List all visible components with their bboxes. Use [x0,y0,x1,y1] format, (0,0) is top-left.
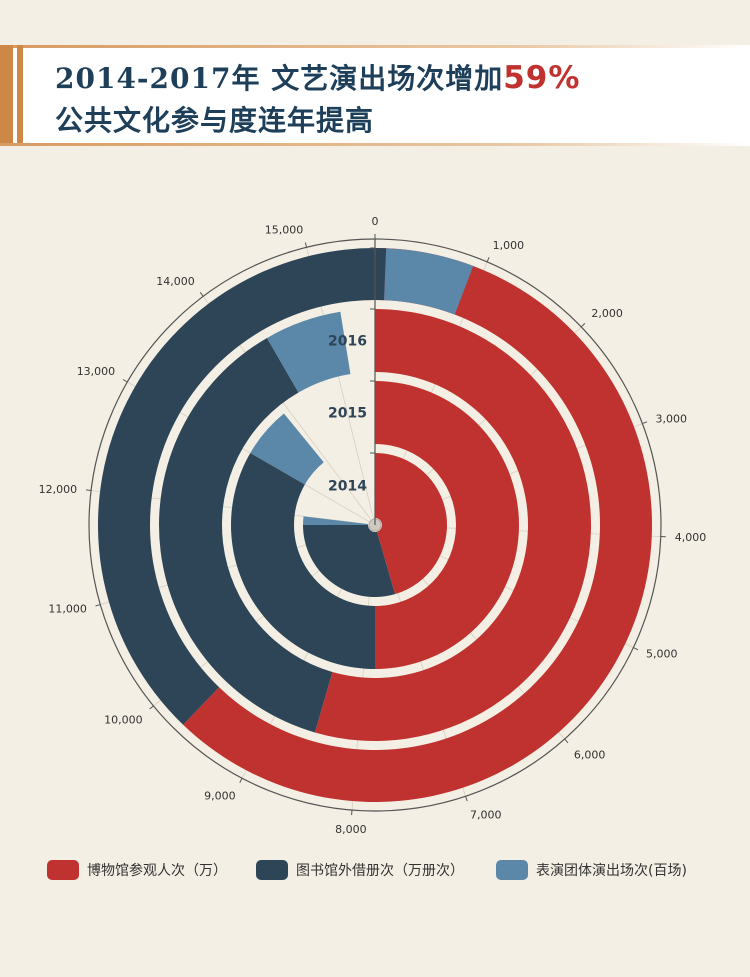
legend-label-performance: 表演团体演出场次(百场) [536,863,687,879]
title-banner: 2014-2017年 文艺演出场次增加59% 公共文化参与度连年提高 [0,45,750,146]
title-highlight: 59% [503,60,581,96]
angle-tick-label-14: 14,000 [156,275,195,288]
banner-bottom-line [0,143,750,146]
bar-2017-series-2 [384,248,474,315]
angle-tick-label-9: 9,000 [204,790,236,803]
banner-stripe [17,45,23,146]
angle-tick-label-10: 10,000 [104,714,143,727]
title-line-2: 公共文化参与度连年提高 [55,104,375,137]
legend-item-museum[interactable]: 博物馆参观人次（万） [47,857,227,883]
legend-item-library[interactable]: 图书馆外借册次（万册次） [256,857,464,883]
bar-2015-series-1 [231,453,375,669]
legend-item-performance[interactable]: 表演团体演出场次(百场) [496,857,687,883]
angle-tick-3 [642,421,648,425]
angle-tick-label-1: 1,000 [493,239,524,252]
angle-tick-7 [465,796,468,802]
angle-tick-11 [95,604,101,607]
angle-tick-1 [486,257,490,263]
bar-2015-series-2 [250,413,324,485]
angle-tick-label-15: 15,000 [265,224,304,237]
bar-2014-series-1 [303,525,396,597]
angle-tick-13 [122,379,128,383]
angle-tick-label-8: 8,000 [335,823,367,836]
angle-tick-label-12: 12,000 [39,483,78,496]
angle-tick-5 [633,647,639,651]
title-line-1-text: 2014-2017年 文艺演出场次增加 [55,62,504,95]
radius-label-2016: 2016 [328,334,367,350]
angle-tick-2 [580,323,586,328]
radius-label-2017: 2017 [328,267,367,283]
radius-label-2014: 2014 [328,479,367,495]
legend: 博物馆参观人次（万） 图书馆外借册次（万册次） 表演团体演出场次(百场) [0,857,750,883]
bar-2017-series-1 [98,248,387,725]
bar-2016-series-0 [314,309,591,741]
title-line-1: 2014-2017年 文艺演出场次增加59% [55,57,580,97]
angle-tick-label-0: 0 [372,215,379,228]
polar-bar-chart: 2014 2015 2016 2017 0 1,000 2,000 3,000 4,000 5,0… [39,215,707,836]
legend-swatch-museum [47,860,79,880]
angle-tick-label-4: 4,000 [675,531,707,544]
legend-label-museum: 博物馆参观人次（万） [87,863,227,879]
bar-2014-series-2 [303,516,369,525]
angle-tick-9 [239,778,243,783]
angle-tick-label-7: 7,000 [470,809,502,822]
angle-tick-label-13: 13,000 [77,365,116,378]
angle-tick-label-2: 2,000 [591,307,623,320]
bar-2014-series-0 [375,453,448,595]
bar-2015-series-0 [375,381,519,669]
banner-tab [0,45,13,146]
banner-top-line [0,45,750,48]
angle-tick-label-6: 6,000 [574,749,606,762]
angle-tick-label-5: 5,000 [646,648,678,661]
angle-tick-label-3: 3,000 [656,413,688,426]
bar-2016-series-1 [159,337,333,733]
legend-label-library: 图书馆外借册次（万册次） [296,863,464,879]
angle-tick-6 [564,738,569,744]
bar-2017-series-0 [183,248,653,802]
angle-tick-10 [149,705,154,710]
legend-swatch-performance [496,860,528,880]
angle-tick-label-11: 11,000 [48,602,87,615]
angle-tick-12 [86,489,92,492]
radius-label-2015: 2015 [328,406,367,422]
bar-2016-series-2 [267,311,351,393]
legend-swatch-library [256,860,288,880]
angle-tick-15 [304,242,308,248]
angle-tick-14 [199,292,204,297]
